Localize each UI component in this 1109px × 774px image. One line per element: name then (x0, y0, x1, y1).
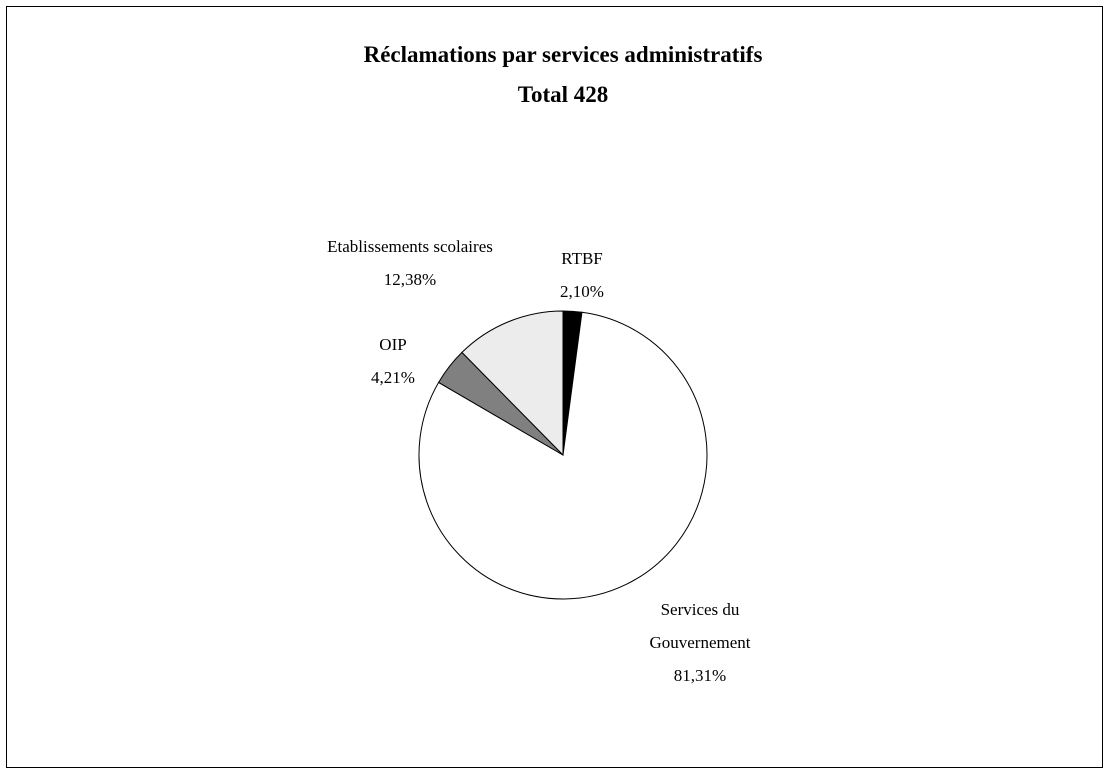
slice-value: 81,31% (673, 666, 727, 685)
slice-value: 12,38% (383, 270, 437, 289)
slice-label: RTBF (561, 249, 603, 268)
slice-value: 2,10% (560, 282, 604, 301)
slice-label: Services du Gouvernement (649, 600, 751, 652)
slice-label: OIP (379, 335, 407, 354)
slice-value: 4,21% (371, 368, 415, 387)
pie-slice (461, 310, 564, 457)
chart-subtitle: Total 428 (518, 82, 609, 107)
chart-title: Réclamations par services administratifs (364, 42, 763, 67)
slice-label: Etablissements scolaires (327, 237, 493, 256)
